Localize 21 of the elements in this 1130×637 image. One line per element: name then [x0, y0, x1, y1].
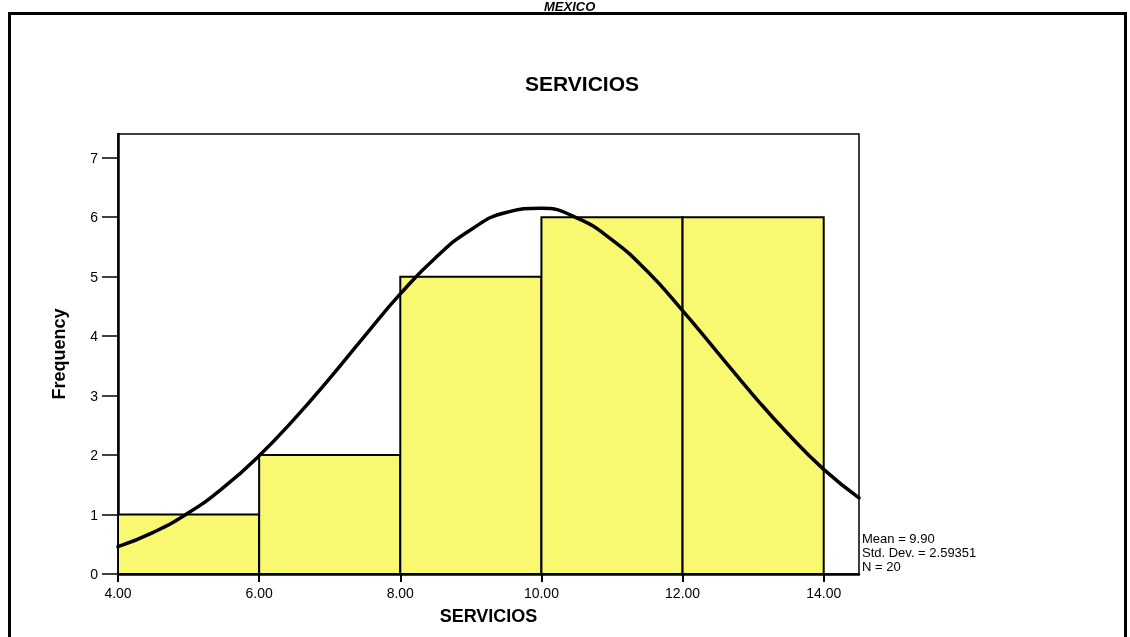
x-tick-label: 6.00 — [245, 585, 273, 601]
x-tick-label: 14.00 — [806, 585, 842, 601]
y-tick-label: 6 — [90, 209, 99, 226]
x-tick-label: 4.00 — [104, 585, 132, 601]
text: N = 20 — [862, 559, 901, 574]
x-tick-label: 12.00 — [665, 585, 701, 601]
y-tick-label: 4 — [90, 328, 99, 345]
text: MEXICO — [544, 0, 596, 14]
x-tick-label: 10.00 — [523, 585, 560, 601]
text: Std. Dev. = 2.59351 — [862, 545, 977, 560]
y-tick-label: 5 — [90, 268, 99, 285]
chart-title: SERVICIOS — [525, 72, 639, 95]
y-tick-label: 2 — [90, 447, 99, 464]
x-axis-title: SERVICIOS — [439, 606, 538, 626]
y-tick-label: 7 — [90, 149, 99, 166]
x-tick-label: 8.00 — [386, 585, 415, 601]
y-tick-label: 1 — [90, 506, 99, 523]
text: Mean = 9.90 — [862, 531, 935, 546]
y-axis-title: Frequency — [49, 308, 69, 400]
y-tick-label: 3 — [90, 387, 99, 404]
y-tick-label: 0 — [90, 566, 99, 582]
